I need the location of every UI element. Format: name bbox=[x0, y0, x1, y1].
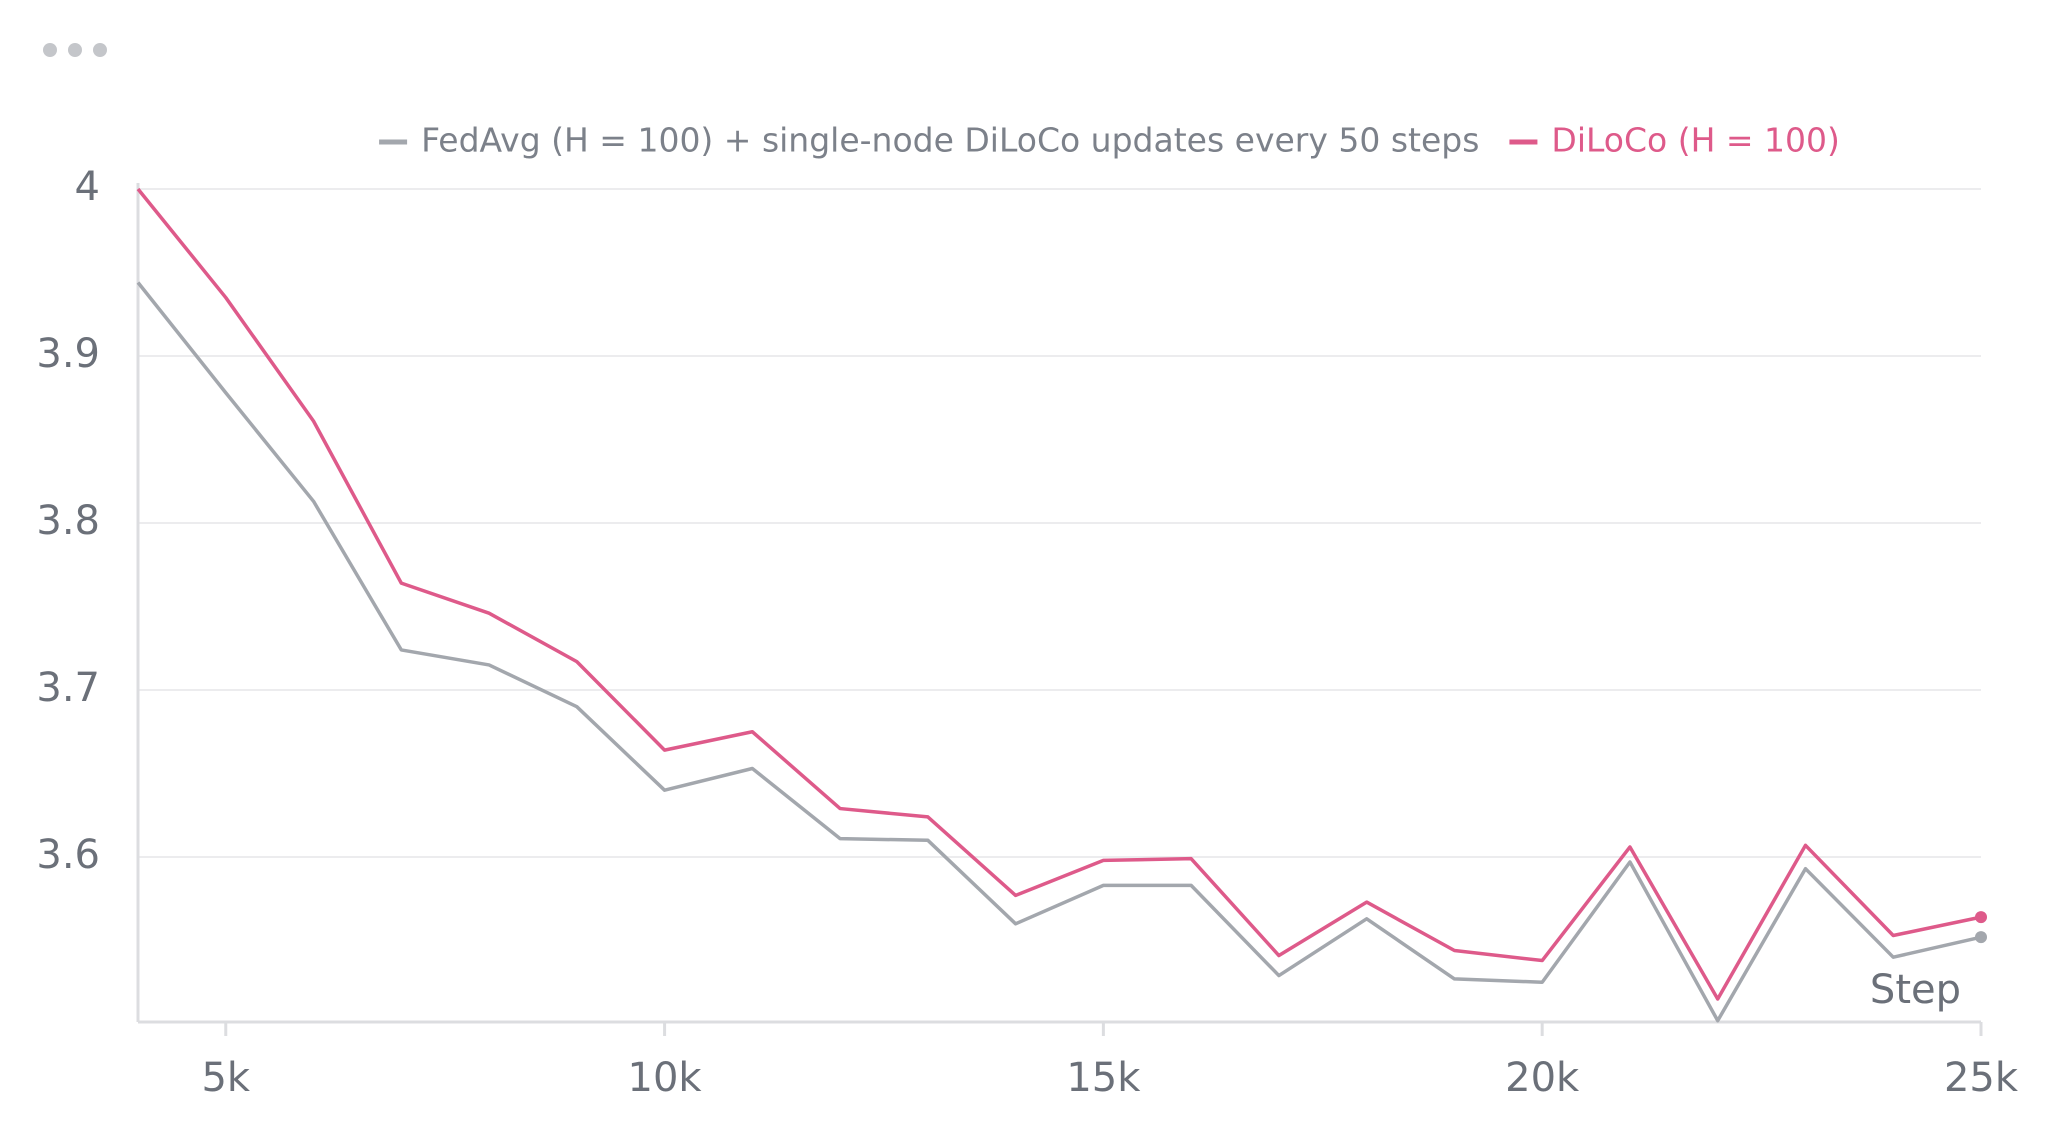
y-tick-label: 3.9 bbox=[36, 331, 100, 377]
line-series bbox=[136, 281, 1982, 1023]
line-series bbox=[136, 187, 1982, 1001]
legend-label[interactable]: FedAvg (H = 100) + single-node DiLoCo up… bbox=[421, 121, 1479, 160]
x-tick-label: 20k bbox=[1505, 1055, 1580, 1101]
y-tick-label: 3.8 bbox=[36, 498, 100, 544]
y-tick-label: 3.7 bbox=[36, 665, 100, 711]
legend-label[interactable]: DiLoCo (H = 100) bbox=[1551, 121, 1839, 160]
menu-dots[interactable] bbox=[43, 43, 107, 57]
y-tick-label: 3.6 bbox=[36, 832, 100, 878]
end-point bbox=[1975, 931, 1987, 944]
x-axis-label: Step bbox=[1870, 967, 1961, 1013]
x-tick-label: 10k bbox=[628, 1055, 703, 1101]
end-point bbox=[1975, 911, 1987, 924]
x-tick-label: 5k bbox=[201, 1055, 250, 1101]
x-tick-label: 25k bbox=[1944, 1055, 2019, 1101]
legend: FedAvg (H = 100) + single-node DiLoCo up… bbox=[379, 121, 1840, 160]
y-tick-label: 4 bbox=[75, 164, 100, 210]
x-tick-label: 15k bbox=[1066, 1055, 1141, 1101]
